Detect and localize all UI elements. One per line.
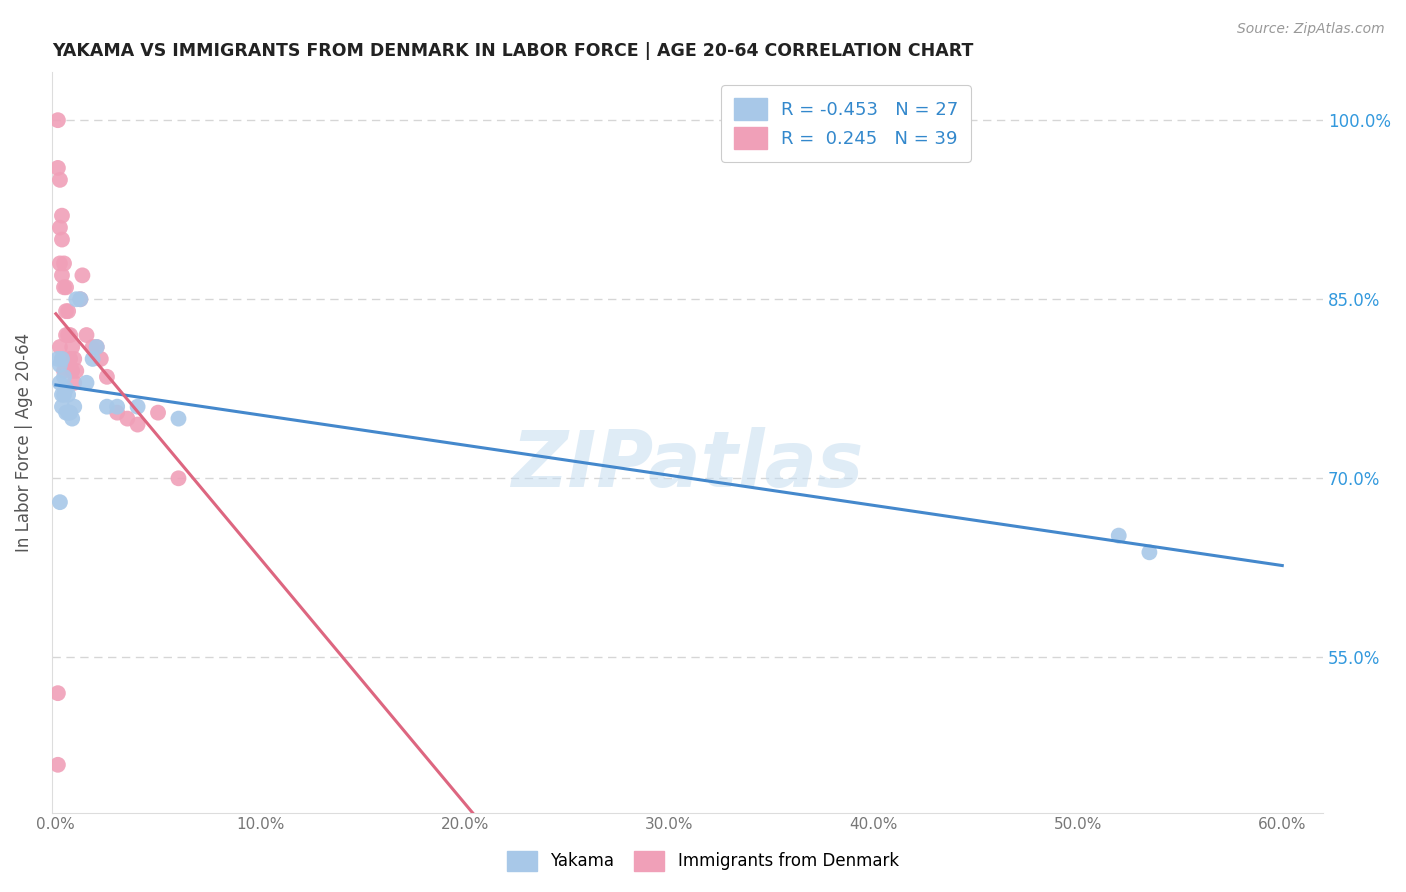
Point: [53, 388, 76, 402]
Point: [90, 351, 112, 366]
Point: [49, 376, 72, 390]
Point: [51, 351, 73, 366]
Point: [96, 369, 118, 384]
Point: [146, 406, 169, 420]
Point: [82, 351, 104, 366]
Point: [167, 411, 190, 425]
Point: [59, 351, 82, 366]
Point: [46, 757, 69, 772]
Point: [55, 304, 77, 318]
Point: [49, 256, 72, 270]
Point: [127, 417, 149, 432]
Point: [46, 113, 69, 128]
Point: [1137, 545, 1160, 559]
Point: [49, 173, 72, 187]
Point: [53, 280, 76, 294]
Point: [86, 340, 108, 354]
Point: [55, 406, 77, 420]
Y-axis label: In Labor Force | Age 20-64: In Labor Force | Age 20-64: [15, 333, 32, 552]
Point: [49, 220, 72, 235]
Legend: R = -0.453   N = 27, R =  0.245   N = 39: R = -0.453 N = 27, R = 0.245 N = 39: [721, 85, 970, 161]
Text: Source: ZipAtlas.com: Source: ZipAtlas.com: [1237, 22, 1385, 37]
Point: [56, 406, 79, 420]
Legend: Yakama, Immigrants from Denmark: Yakama, Immigrants from Denmark: [499, 842, 907, 880]
Point: [51, 351, 73, 366]
Point: [51, 400, 73, 414]
Point: [127, 400, 149, 414]
Point: [117, 411, 139, 425]
Point: [56, 328, 79, 343]
Point: [60, 340, 83, 354]
Text: YAKAMA VS IMMIGRANTS FROM DENMARK IN LABOR FORCE | AGE 20-64 CORRELATION CHART: YAKAMA VS IMMIGRANTS FROM DENMARK IN LAB…: [52, 42, 973, 60]
Point: [46, 351, 69, 366]
Point: [63, 376, 86, 390]
Point: [55, 328, 77, 343]
Point: [55, 382, 77, 396]
Point: [53, 364, 76, 378]
Point: [72, 268, 94, 283]
Point: [60, 411, 83, 425]
Point: [49, 358, 72, 372]
Point: [69, 292, 91, 306]
Point: [46, 686, 69, 700]
Point: [46, 161, 69, 175]
Point: [167, 471, 190, 485]
Point: [105, 406, 128, 420]
Point: [86, 340, 108, 354]
Point: [1108, 528, 1130, 542]
Point: [59, 328, 82, 343]
Point: [53, 369, 76, 384]
Point: [82, 340, 104, 354]
Point: [69, 292, 91, 306]
Point: [59, 406, 82, 420]
Point: [51, 268, 73, 283]
Point: [56, 304, 79, 318]
Point: [55, 280, 77, 294]
Point: [56, 388, 79, 402]
Point: [96, 400, 118, 414]
Point: [49, 495, 72, 509]
Point: [51, 233, 73, 247]
Point: [63, 400, 86, 414]
Point: [65, 364, 87, 378]
Text: ZIPatlas: ZIPatlas: [512, 426, 863, 503]
Point: [105, 400, 128, 414]
Point: [49, 340, 72, 354]
Point: [63, 351, 86, 366]
Point: [60, 364, 83, 378]
Point: [51, 209, 73, 223]
Point: [76, 376, 98, 390]
Point: [65, 292, 87, 306]
Point: [76, 328, 98, 343]
Point: [53, 256, 76, 270]
Point: [51, 388, 73, 402]
